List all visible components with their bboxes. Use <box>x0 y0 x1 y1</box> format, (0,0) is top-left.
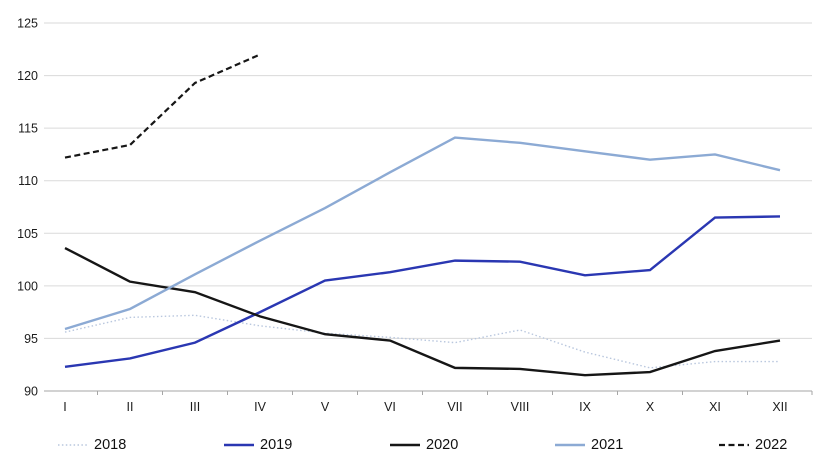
series-line-2020 <box>64 246 781 377</box>
x-axis-tick-label: V <box>321 400 330 414</box>
series-line-2019 <box>64 215 781 369</box>
y-axis-tick-label: 105 <box>17 227 38 241</box>
y-axis-tick-label: 125 <box>17 17 38 31</box>
x-axis-tick-label: II <box>127 400 134 414</box>
y-axis-tick-label: 90 <box>24 385 38 399</box>
y-axis-tick-label: 95 <box>24 332 38 346</box>
x-axis-tick-label: XI <box>709 400 721 414</box>
x-axis-tick-label: VI <box>384 400 396 414</box>
x-axis-tick-label: I <box>63 400 66 414</box>
x-axis-tick-label: VIII <box>511 400 530 414</box>
y-axis-tick-label: 120 <box>17 69 38 83</box>
y-axis-tick-label: 115 <box>18 122 38 136</box>
series-line-2022 <box>64 53 261 159</box>
y-axis-tick-label: 110 <box>18 174 38 188</box>
x-axis-tick-label: IX <box>579 400 591 414</box>
series-line-2018 <box>64 314 780 369</box>
series-line-2021 <box>64 136 781 331</box>
x-axis-tick-label: X <box>646 400 655 414</box>
x-axis-tick-label: IV <box>254 400 266 414</box>
x-axis-tick-label: VII <box>447 400 462 414</box>
x-axis-tick-label: III <box>190 400 200 414</box>
x-axis-tick-label: XII <box>772 400 787 414</box>
y-axis-tick-label: 100 <box>17 279 38 293</box>
